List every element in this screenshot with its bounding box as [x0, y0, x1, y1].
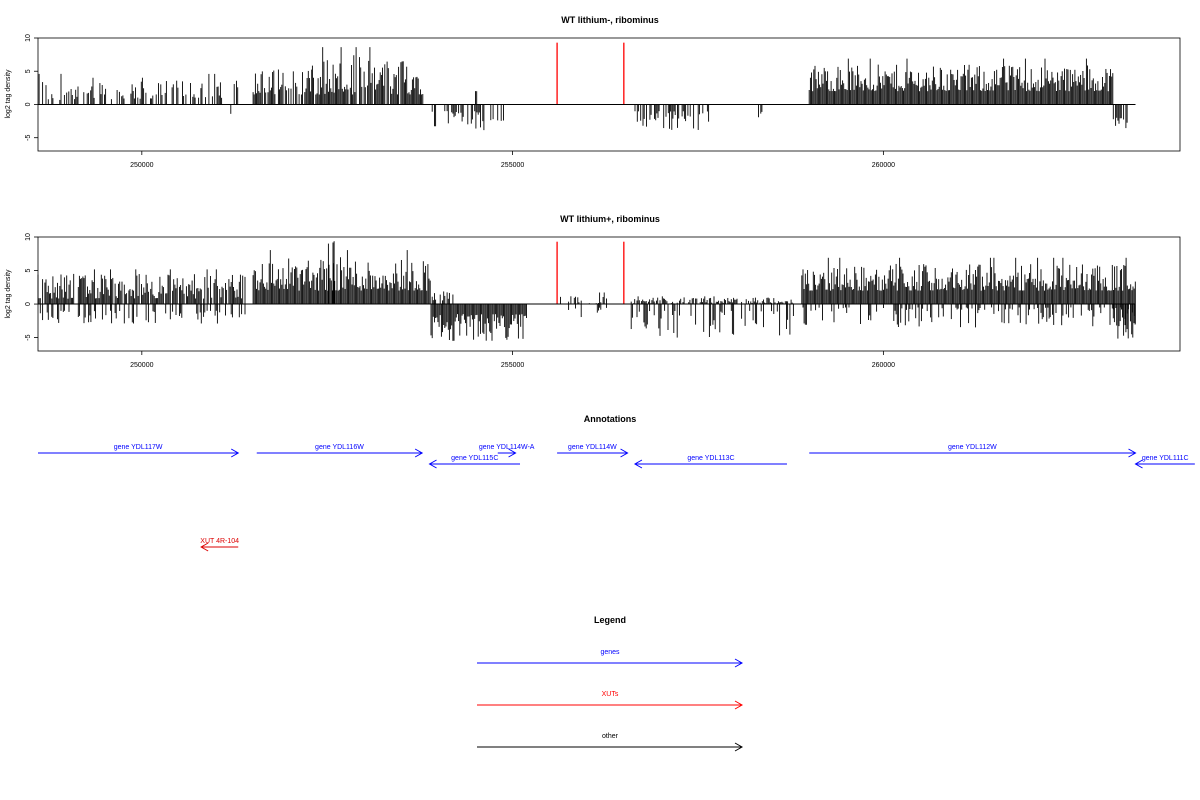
xut-feature: XUT 4R-104: [200, 538, 239, 552]
legend-label: other: [602, 733, 619, 740]
legend-arrow-head: [734, 700, 744, 710]
legend-item: other: [477, 733, 744, 752]
arrow-head: [1134, 459, 1143, 469]
panel-title: WT lithium+, ribominus: [560, 214, 660, 224]
feature-label: gene YDL114W: [568, 444, 617, 451]
y-tick-label: 10: [25, 233, 32, 241]
x-tick-label: 255000: [501, 362, 524, 369]
panel-title: WT lithium-, ribominus: [561, 15, 659, 25]
arrow-head: [508, 448, 517, 458]
arrow-head: [620, 448, 629, 458]
panel-lithium-minus: WT lithium-, ribominus log2 tag density …: [5, 15, 1181, 169]
gene-feature: gene YDL113C: [633, 455, 787, 469]
legend: Legend genes XUTs other: [477, 615, 744, 752]
density-bars: [37, 241, 1136, 341]
red-marker-lines: [556, 42, 625, 105]
annotations-track: Annotations gene YDL117W gene YDL116W gene…: [38, 414, 1195, 552]
gene-feature: gene YDL112W: [809, 444, 1137, 458]
gene-feature: gene YDL114W: [557, 444, 629, 458]
x-axis: 250000 255000 260000: [130, 351, 895, 369]
feature-label: gene YDL115C: [451, 455, 498, 462]
gene-feature: gene YDL111C: [1134, 455, 1195, 469]
x-tick-label: 255000: [501, 162, 524, 169]
feature-label: gene YDL117W: [114, 444, 163, 451]
legend-arrow-head: [734, 658, 744, 668]
panel-lithium-plus: WT lithium+, ribominus log2 tag density …: [5, 214, 1181, 369]
gene-feature: gene YDL114W-A: [479, 444, 535, 458]
gene-feature: gene YDL116W: [256, 444, 424, 458]
arrow-head: [1128, 448, 1137, 458]
density-bars: [38, 47, 1128, 131]
y-tick-label: 10: [25, 34, 32, 42]
legend-title: Legend: [594, 615, 626, 625]
y-axis: 10 5 0 -5: [25, 233, 38, 341]
y-tick-label: 0: [25, 102, 32, 106]
feature-label: gene YDL111C: [1142, 455, 1189, 462]
y-tick-label: -5: [25, 134, 32, 140]
y-axis-label: log2 tag density: [5, 69, 12, 119]
feature-label: gene YDL114W-A: [479, 444, 535, 451]
arrow-head: [633, 459, 643, 469]
x-tick-label: 260000: [872, 162, 895, 169]
legend-arrow-head: [734, 742, 744, 752]
x-tick-label: 260000: [872, 362, 895, 369]
y-tick-label: 5: [25, 69, 32, 73]
legend-item: genes: [477, 649, 744, 668]
legend-label: genes: [600, 649, 620, 656]
annotations-title: Annotations: [584, 414, 637, 424]
feature-arrows: gene YDL117W gene YDL116W gene YDL114W-A ge…: [38, 444, 1195, 552]
gene-feature: gene YDL117W: [38, 444, 240, 458]
legend-items: genes XUTs other: [477, 649, 744, 752]
plot-frame: [37, 37, 1181, 152]
arrow-head: [200, 542, 209, 552]
x-axis: 250000 255000 260000: [130, 151, 895, 169]
feature-label: gene YDL113C: [687, 455, 734, 462]
legend-label: XUTs: [602, 691, 619, 698]
x-tick-label: 250000: [130, 162, 153, 169]
arrow-head: [230, 448, 240, 458]
feature-label: XUT 4R-104: [200, 538, 239, 545]
arrow-head: [414, 448, 424, 458]
legend-item: XUTs: [477, 691, 744, 710]
y-axis-label: log2 tag density: [5, 269, 12, 319]
feature-label: gene YDL112W: [948, 444, 997, 451]
y-tick-label: -5: [25, 334, 32, 340]
y-axis: 10 5 0 -5: [25, 34, 38, 141]
feature-label: gene YDL116W: [315, 444, 364, 451]
arrow-head: [428, 459, 437, 469]
y-tick-label: 5: [25, 268, 32, 272]
x-tick-label: 250000: [130, 362, 153, 369]
y-tick-label: 0: [25, 302, 32, 306]
red-marker-lines: [556, 241, 625, 305]
gene-feature: gene YDL115C: [428, 455, 521, 469]
